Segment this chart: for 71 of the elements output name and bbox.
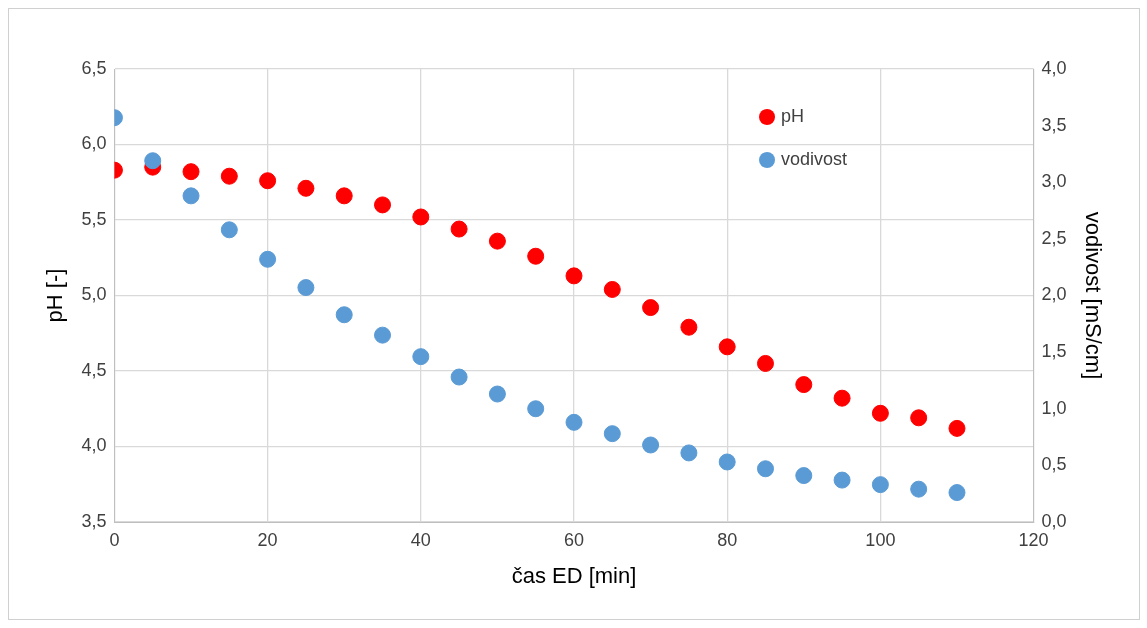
y2-tick-label: 0,0 [1041, 510, 1067, 531]
legend-label: vodivost [781, 148, 848, 169]
point [565, 267, 583, 285]
y-tick-label: 4,5 [81, 359, 107, 380]
point [450, 368, 468, 386]
x-tick-label: 120 [1018, 529, 1049, 550]
x-tick-label: 60 [563, 529, 585, 550]
x-tick-label: 0 [109, 529, 120, 550]
x-tick-label: 40 [410, 529, 431, 550]
point [718, 338, 736, 356]
point [948, 484, 966, 502]
point [642, 299, 660, 317]
point [182, 187, 200, 205]
point [335, 306, 353, 324]
y2-tick-label: 2,0 [1041, 284, 1067, 305]
point [144, 152, 162, 170]
y-tick-label: 3,5 [81, 510, 107, 531]
point [182, 163, 200, 181]
y-tick-label: 5,0 [81, 284, 107, 305]
y-tick-label: 4,0 [81, 435, 107, 456]
point [450, 220, 468, 238]
y-tick-label: 6,0 [81, 133, 107, 154]
point [527, 247, 545, 265]
point [412, 208, 430, 226]
point [603, 280, 621, 298]
point [795, 467, 813, 485]
x-tick-label: 100 [865, 529, 896, 550]
x-tick-label: 80 [717, 529, 738, 550]
y2-tick-label: 3,0 [1041, 171, 1067, 192]
y2-tick-label: 4,0 [1041, 57, 1067, 78]
point [565, 413, 583, 431]
point [795, 376, 813, 394]
point [488, 232, 506, 250]
y2-tick-label: 1,5 [1041, 341, 1067, 362]
point [756, 460, 774, 478]
point [220, 221, 238, 239]
point [871, 404, 889, 422]
point [833, 471, 851, 489]
point [948, 419, 966, 437]
point [374, 326, 392, 344]
point [910, 409, 928, 427]
point [680, 444, 698, 462]
y-tick-label: 6,5 [81, 57, 107, 78]
y2-tick-label: 0,5 [1041, 454, 1067, 475]
point [756, 354, 774, 372]
y2-tick-label: 1,0 [1041, 397, 1067, 418]
y2-tick-label: 3,5 [1041, 114, 1067, 135]
point [412, 348, 430, 366]
point [527, 400, 545, 418]
y2-tick-label: 2,5 [1041, 227, 1067, 248]
point [297, 279, 315, 297]
y-tick-label: 5,5 [81, 208, 107, 229]
point [259, 172, 277, 190]
point [488, 385, 506, 403]
point [718, 453, 736, 471]
point [220, 167, 238, 185]
point [833, 389, 851, 407]
point [297, 179, 315, 197]
point [603, 425, 621, 443]
point [642, 436, 660, 454]
point [335, 187, 353, 205]
legend-label: pH [781, 105, 805, 126]
x-axis-title: čas ED [min] [511, 562, 637, 588]
y-axis-title: pH [-] [42, 268, 68, 323]
point [871, 476, 889, 494]
point [374, 196, 392, 214]
point [259, 250, 277, 268]
x-tick-label: 20 [257, 529, 278, 550]
point [910, 480, 928, 498]
point [680, 318, 698, 336]
y2-axis-title: vodivost [mS/cm] [1080, 211, 1106, 380]
